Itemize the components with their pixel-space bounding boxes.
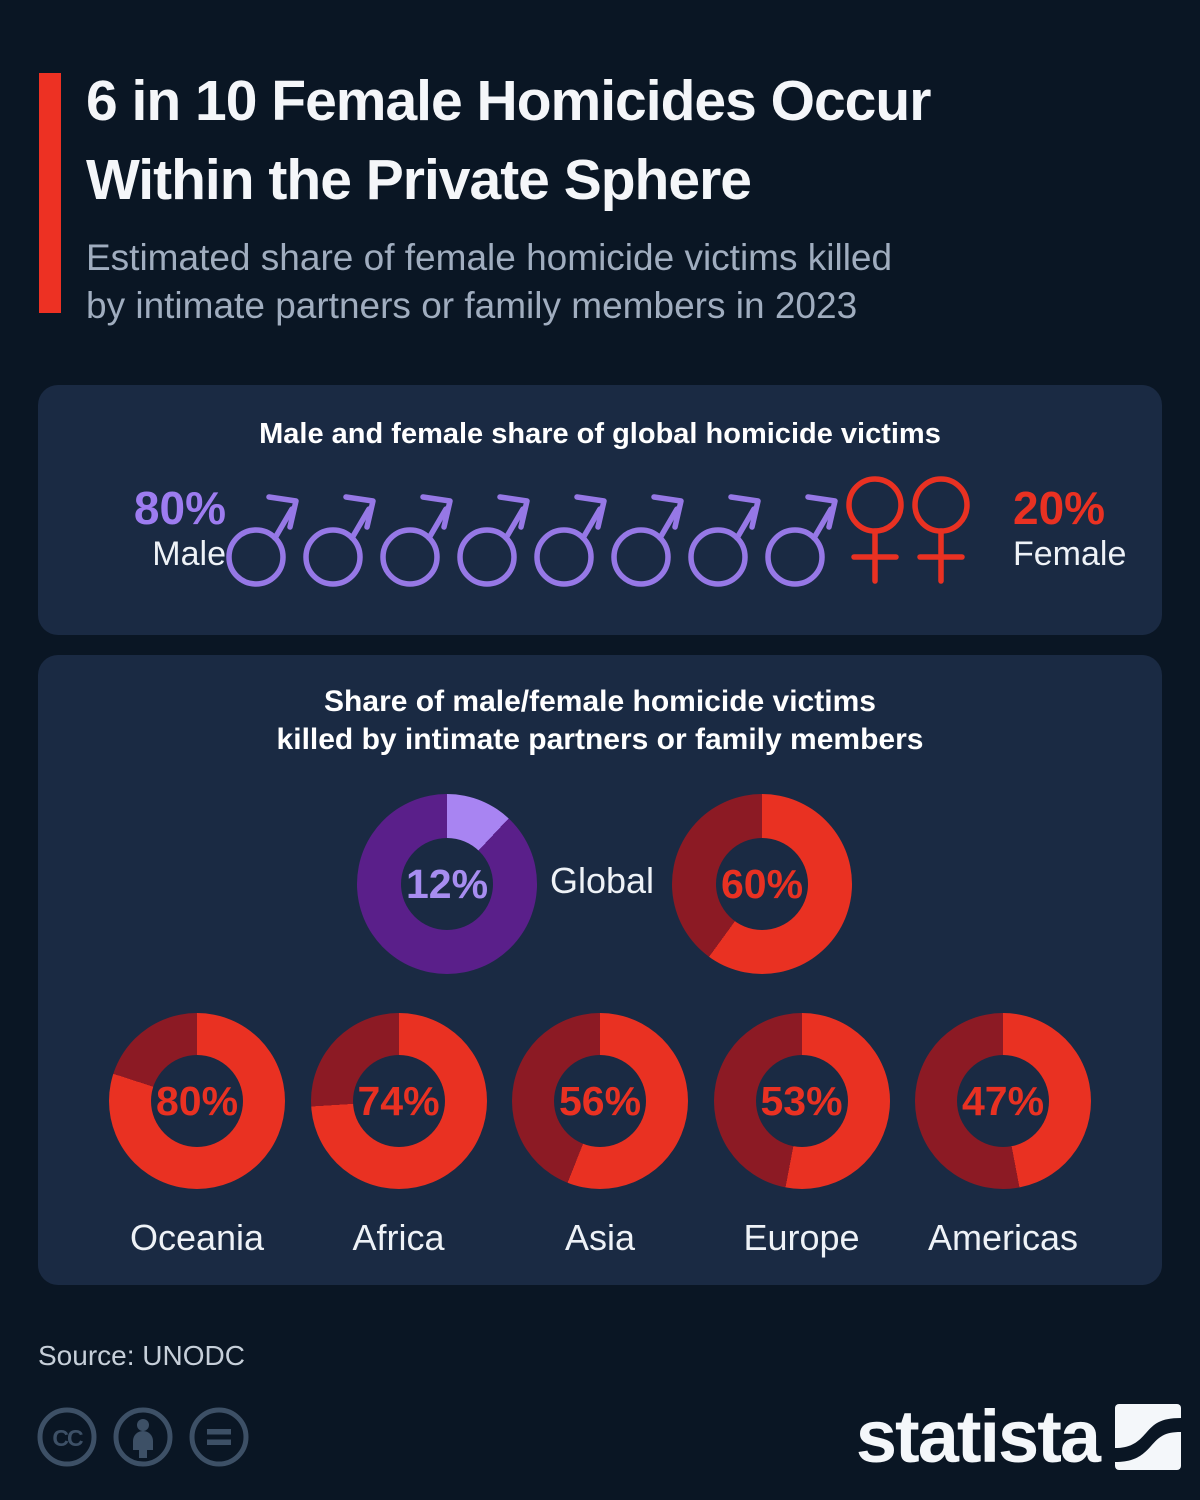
donut-americas-value: 47% xyxy=(961,1077,1045,1124)
region-americas: 47% Americas xyxy=(915,1013,1091,1259)
donut-oceania: 80% xyxy=(109,1013,285,1189)
female-share-stat: 20% Female xyxy=(1013,483,1153,574)
male-gender-symbol-icon xyxy=(380,473,457,595)
male-gender-symbol-icon xyxy=(534,473,611,595)
donut-europe: 53% xyxy=(713,1013,890,1189)
donut-global-male: 12% xyxy=(357,794,537,974)
private-sphere-heading: Share of male/female homicide victims kil… xyxy=(38,655,1162,759)
region-africa: 74% Africa xyxy=(310,1013,487,1259)
region-label-oceania: Oceania xyxy=(129,1217,265,1258)
global-row-label: Global xyxy=(549,860,655,901)
male-gender-symbol-icon xyxy=(226,473,303,595)
page-subtitle-line2: by intimate partners or family members i… xyxy=(86,285,858,326)
region-donut-row: 80% Oceania 74% Africa 56% Asia 53% Euro… xyxy=(38,1013,1162,1259)
region-oceania: 80% Oceania xyxy=(109,1013,285,1259)
region-label-asia: Asia xyxy=(564,1217,636,1258)
donut-global-male-value: 12% xyxy=(405,860,489,907)
male-share-stat: 80% Male xyxy=(78,483,226,574)
page-title-line1: 6 in 10 Female Homicides Occur xyxy=(86,69,931,133)
attribution-person-icon[interactable] xyxy=(112,1406,174,1468)
creative-commons-icon[interactable]: CC xyxy=(36,1406,98,1468)
donut-europe-value: 53% xyxy=(760,1077,843,1124)
female-share-label: Female xyxy=(1013,535,1127,573)
male-gender-symbol-icon xyxy=(765,473,842,595)
page-title-line2: Within the Private Sphere xyxy=(86,148,752,212)
svg-text:CC: CC xyxy=(52,1425,83,1451)
donut-asia-value: 56% xyxy=(558,1077,642,1124)
statista-logo-icon xyxy=(1115,1404,1181,1470)
donut-asia: 56% xyxy=(512,1013,688,1189)
female-share-percent: 20% xyxy=(1013,482,1106,534)
source-note: Source: UNODC xyxy=(38,1340,245,1371)
region-label-americas: Americas xyxy=(927,1217,1079,1258)
title-accent-bar xyxy=(39,73,61,313)
male-gender-symbol-icon xyxy=(688,473,765,595)
region-label-africa: Africa xyxy=(352,1217,445,1258)
donut-oceania-value: 80% xyxy=(155,1077,239,1124)
page-subtitle: Estimated share of female homicide victi… xyxy=(86,234,1146,330)
region-europe: 53% Europe xyxy=(713,1013,890,1259)
male-gender-symbol-icon xyxy=(611,473,688,595)
statista-wordmark: statista xyxy=(855,1395,1101,1478)
private-sphere-heading-line1: Share of male/female homicide victims xyxy=(324,685,876,718)
male-share-percent: 80% xyxy=(133,482,226,534)
region-label-europe: Europe xyxy=(743,1217,860,1258)
page-subtitle-line1: Estimated share of female homicide victi… xyxy=(86,237,893,278)
license-icons: CC xyxy=(36,1406,250,1468)
male-gender-symbol-icon xyxy=(303,473,380,595)
private-sphere-heading-line2: killed by intimate partners or family me… xyxy=(276,723,924,756)
female-gender-symbol-icon xyxy=(908,473,974,595)
gender-share-heading: Male and female share of global homicide… xyxy=(259,418,941,450)
private-sphere-panel: Share of male/female homicide victims kil… xyxy=(38,655,1162,1285)
male-share-label: Male xyxy=(152,535,226,573)
male-gender-symbol-icon xyxy=(457,473,534,595)
page-title: 6 in 10 Female Homicides Occur Within the… xyxy=(86,62,1166,220)
gender-share-panel: Male and female share of global homicide… xyxy=(38,385,1162,635)
donut-africa: 74% xyxy=(310,1013,487,1189)
donut-americas: 47% xyxy=(915,1013,1091,1189)
no-derivatives-equals-icon[interactable] xyxy=(188,1406,250,1468)
region-asia: 56% Asia xyxy=(512,1013,688,1259)
donut-global-female: 60% xyxy=(672,794,852,974)
donut-africa-value: 74% xyxy=(357,1077,440,1124)
statista-brand[interactable]: statista xyxy=(855,1395,1181,1478)
gender-pictogram xyxy=(226,473,974,595)
female-gender-symbol-icon xyxy=(842,473,908,595)
donut-global-female-value: 60% xyxy=(720,860,804,907)
